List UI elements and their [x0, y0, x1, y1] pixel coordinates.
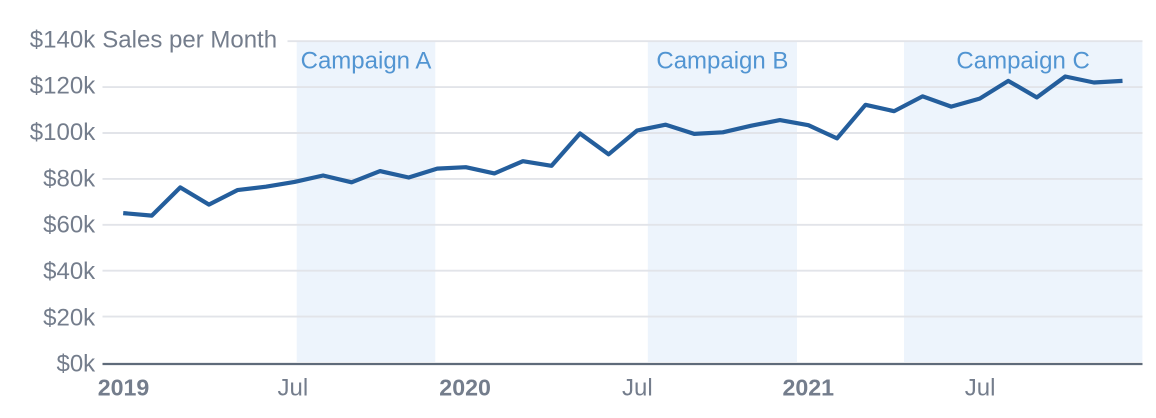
- svg-text:$80k: $80k: [43, 165, 96, 192]
- svg-text:Campaign C: Campaign C: [956, 47, 1089, 74]
- svg-text:$100k: $100k: [30, 119, 96, 146]
- svg-text:2019: 2019: [98, 374, 150, 400]
- svg-text:Campaign B: Campaign B: [656, 47, 788, 74]
- svg-text:$120k: $120k: [30, 73, 96, 100]
- svg-text:$60k: $60k: [43, 212, 96, 239]
- svg-text:Jul: Jul: [622, 375, 653, 402]
- svg-text:Jul: Jul: [965, 375, 996, 402]
- svg-text:Sales per Month: Sales per Month: [102, 26, 277, 53]
- svg-text:Campaign A: Campaign A: [301, 47, 432, 74]
- svg-text:2021: 2021: [783, 374, 835, 400]
- svg-text:$40k: $40k: [43, 258, 96, 285]
- svg-text:$20k: $20k: [43, 304, 96, 331]
- svg-text:Jul: Jul: [278, 375, 309, 402]
- svg-text:$140k: $140k: [30, 26, 96, 53]
- svg-text:2020: 2020: [439, 374, 491, 400]
- svg-text:$0k: $0k: [56, 351, 96, 378]
